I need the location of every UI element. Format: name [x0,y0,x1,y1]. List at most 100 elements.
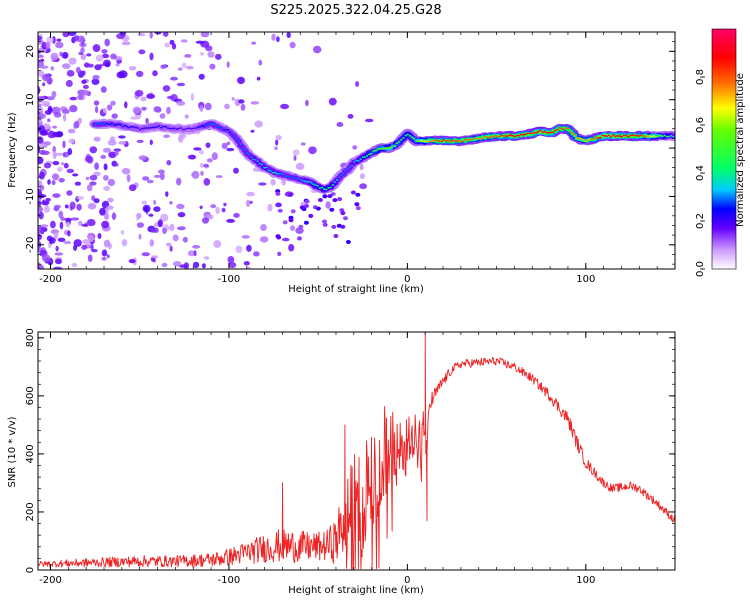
spectrogram-ridge-cell [282,173,285,176]
x-tick-label: -200 [39,274,62,285]
spectrogram-noise-blob [111,212,117,220]
spectrogram-ridge-cell [248,153,251,156]
spectrogram-ridge-cell [327,187,330,189]
spectrogram-ridge-cell [577,137,581,140]
spectrogram-ridge-cell [648,135,651,137]
spectrogram-noise-blob [49,130,53,138]
spectrogram-noise-blob [200,170,204,176]
spectrogram-noise-blob [38,264,44,269]
spectrogram-ridge-cell [500,134,504,137]
spectrogram-ridge-cell [594,136,598,139]
spectrogram-noise-blob [41,41,47,50]
spectrogram-noise-blob [233,212,240,218]
spectrogram-noise-blob [67,32,77,36]
spectrogram-noise-blob [280,103,290,110]
spectrogram-noise-blob [38,119,43,127]
spectrogram-ridge-cell [462,140,465,143]
spectrogram-noise-blob [120,230,125,235]
x-tick-label: 100 [576,274,595,285]
spectrogram-noise-blob [124,101,128,109]
spectrogram-ridge-cell [111,122,114,125]
spectrogram-ridge-cell [393,145,397,147]
spectrogram-noise-blob [221,207,226,213]
spectrogram-noise-blob [359,163,364,171]
spectrogram-noise-blob [53,231,59,240]
spectrogram-x-ticks: -200 -100 0 100 [39,32,676,285]
spectrogram-noise-blob [85,176,90,180]
y-tick-label: -10 [25,188,36,204]
spectrogram-noise-blob [70,217,80,221]
spectrogram-noise-blob [65,221,71,228]
spectrogram-ridge-cell [532,132,536,134]
spectrogram-noise-blob [76,203,82,211]
spectrogram-noise-blob [153,206,161,212]
spectrogram-noise-blob [86,219,96,227]
spectrogram-ridge-cell [295,177,298,179]
spectrogram-noise-blob [46,36,54,44]
snr-line [38,332,675,570]
spectrogram-noise-blob [303,220,309,225]
spectrogram-noise-blob [343,216,348,221]
spectrogram-ridge-cell [515,134,519,137]
spectrogram-ridge-cell [438,140,441,142]
spectrogram-noise-blob [298,224,304,229]
spectrogram-noise-blob [198,149,204,155]
spectrogram-noise-blob [149,139,153,146]
chart-title: S225.2025.322.04.25.G28 [270,3,441,18]
spectrogram-noise-blob [355,192,361,197]
snr-x-ticks: -200 -100 0 100 [39,332,676,586]
spectrogram-noise-blob [328,97,337,106]
spectrogram-ridge-cell [629,134,632,137]
spectrogram-ridge-cell [372,150,375,153]
snr-x-label: Height of straight line (km) [288,585,424,596]
spectrogram-ridge-cell [535,131,538,134]
spectrogram-noise-blob [101,53,110,59]
spectrogram-noise-blob [103,147,112,153]
spectrogram-noise-blob [92,44,101,53]
spectrogram-ridge-cell [198,125,202,128]
spectrogram-ridge-cell [260,163,264,166]
spectrogram-ridge-cell [115,123,118,126]
spectrogram-noise-blob [101,257,107,261]
spectrogram-ridge-cell [543,130,546,133]
spectrogram-noise-blob [164,42,171,48]
spectrogram-noise-blob [50,220,56,229]
spectrogram-ridge-cell [196,126,200,129]
spectrogram-ridge-cell [517,134,521,137]
spectrogram-noise-blob [162,227,167,235]
spectrogram-ridge-cell [121,125,125,128]
spectrogram-ridge-cell [479,137,482,140]
spectrogram-ridge-cell [108,123,112,126]
spectrogram-ridge-cell [288,176,292,179]
spectrogram-noise-blob [332,198,338,203]
spectrogram-noise-blob [350,190,356,195]
spectrogram-noise-blob [333,234,339,238]
spectrogram-ridge-cell [263,166,266,169]
spectrogram-noise-blob [67,230,71,237]
spectrogram-ridge-cell [215,125,219,128]
x-tick-label: -100 [218,575,241,586]
spectrogram-ridge-cell [667,135,671,138]
spectrogram-ridge-cell [616,134,619,137]
spectrogram-ridge-cell [162,125,165,128]
spectrogram-noise-blob [66,168,75,174]
spectrogram-ridge-cell [389,146,392,149]
spectrogram-noise-blob [62,32,70,38]
spectrogram-ridge-cell [177,127,180,130]
spectrogram-y-ticks: -20 -10 0 10 20 [25,31,675,265]
spectrogram-noise-blob [159,113,166,119]
spectrogram-noise-blob [115,162,119,167]
spectrogram-noise-blob [58,210,64,219]
spectrogram-noise-blob [38,171,45,180]
spectrogram-noise-blob [52,125,57,129]
spectrogram-ridge-cell [329,186,332,189]
spectrogram-ridge-cell [233,136,236,139]
spectrogram-ridge-cell [346,168,349,170]
spectrogram-noise-blob [94,162,99,170]
spectrogram-ridge-cell [258,162,262,165]
spectrogram-noise-blob [81,244,88,250]
spectrogram-ridge-cell [243,149,247,152]
spectrogram-noise-blob [118,135,126,139]
spectrogram-ridge-cell [188,127,191,130]
